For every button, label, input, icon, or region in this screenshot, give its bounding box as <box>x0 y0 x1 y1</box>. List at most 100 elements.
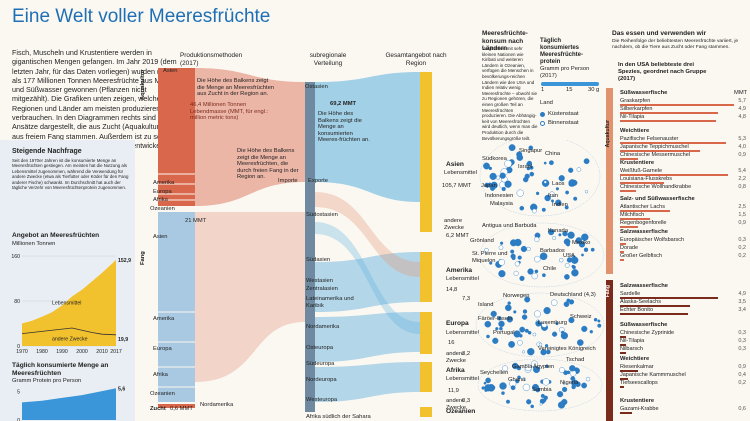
legend-tick-2: 30 g <box>588 87 600 93</box>
legend-tick-0: 1 <box>541 87 545 93</box>
chart1-y-tick: 0 <box>17 344 20 350</box>
ranking-group-heading: Süßwasserfische <box>620 90 668 96</box>
region-afrika-food-val: 11,9 <box>448 388 459 394</box>
country-bubble <box>519 275 525 282</box>
col-head-produktion: Produktionsmethoden (2017) <box>180 52 243 67</box>
country-bubble <box>542 273 546 278</box>
sub-4: Lateinamerika und Karibik <box>306 296 354 309</box>
country-asia-5: Laos <box>552 181 565 187</box>
country-bubble <box>593 317 598 322</box>
ranking-item-name: Echter Bonito <box>620 307 654 313</box>
country-bubble <box>484 182 490 188</box>
ranking-item-value: 0,6 <box>738 406 746 412</box>
flow-cross-1 <box>315 222 420 334</box>
ranking-item-bar <box>620 251 624 253</box>
chart1-label-food-val: 152,9 <box>118 258 131 264</box>
chart1-area-food <box>22 259 116 346</box>
bar-fang <box>158 212 195 402</box>
chart2-title: Täglich konsumierte Menge an Meeresfrüch… <box>12 362 109 377</box>
ranking-item-value: 5,3 <box>738 136 746 142</box>
ranking-item-bar <box>620 297 718 299</box>
country-bubble <box>549 191 555 198</box>
sub-9: Westeuropa <box>306 397 338 403</box>
country-bubble <box>583 247 589 253</box>
ranking-side-fang: Fang <box>605 285 611 298</box>
ranking-item: Milchfisch 1,5 <box>620 212 746 220</box>
legend-inland-swatch <box>540 121 545 126</box>
ranking-item: Sardelle 4,9 <box>620 291 746 299</box>
label-zucht: Zucht <box>150 406 166 412</box>
ranking-item-name: Gazami-Krabbe <box>620 406 659 412</box>
country-bubble <box>545 349 551 355</box>
ranking-item: Nil-Tilapia 4,8 <box>620 114 746 122</box>
country-bubble <box>498 245 504 250</box>
country-bubble <box>571 264 575 268</box>
region-afrika: Afrika <box>446 367 465 374</box>
country-bubble <box>589 329 594 334</box>
country-bubble <box>575 381 581 387</box>
country-bubble <box>534 236 540 243</box>
region-afrika-other: andere Zwecke <box>446 398 466 411</box>
country-bubble <box>545 364 549 369</box>
country-bubble <box>492 337 499 344</box>
country-bubble <box>532 332 537 337</box>
ranking-item-bar <box>620 158 638 160</box>
country-af-1: Seychellen <box>480 370 509 376</box>
sub-ostasien-val: 69,2 MMT <box>330 101 357 107</box>
demand-heading: Steigende Nachfrage <box>12 148 82 155</box>
country-bubble <box>526 246 531 252</box>
country-bubble <box>517 339 523 346</box>
ranking-item-value: 4,9 <box>738 106 746 112</box>
country-bubble <box>534 310 541 318</box>
country-bubble <box>499 172 506 179</box>
country-bubble <box>571 269 579 277</box>
country-bubble <box>522 309 528 314</box>
flow-asia-aqua <box>195 68 305 206</box>
region-europa-food-val: 16 <box>448 340 455 346</box>
country-bubble <box>568 167 574 173</box>
chart1-x-tick: 1980 <box>36 349 48 355</box>
chart2-area <box>22 388 116 420</box>
sub-6: Osteuropa <box>306 345 334 351</box>
ranking-item-value: 0,3 <box>738 346 746 352</box>
country-bubble <box>524 328 529 333</box>
country-am-2: Kanada <box>548 228 568 234</box>
country-bubble <box>523 176 529 183</box>
country-bubble <box>555 322 559 326</box>
country-bubble <box>510 385 516 391</box>
ranking-item: Silberkarpfen 4,9 <box>620 106 746 114</box>
country-bubble <box>484 388 488 392</box>
country-bubble <box>581 382 588 389</box>
ranking-item-name: Chinesische Messermuschel <box>620 152 690 158</box>
country-bubble <box>497 316 502 321</box>
country-bubble <box>561 386 568 393</box>
country-bubble <box>557 391 561 396</box>
ranking-item: Echter Bonito 3,4 <box>620 307 746 315</box>
country-bubble <box>565 190 570 195</box>
country-asia-2: China <box>545 151 561 157</box>
country-bubble <box>486 334 490 339</box>
country-asia-6: Indonesien <box>485 193 514 199</box>
ranking-item-name: Silberkarpfen <box>620 106 653 112</box>
left-region-7: Europa <box>153 346 172 352</box>
note3: Die Höhe des Balkens zeigt die Menge an … <box>318 111 370 144</box>
country-bubble <box>483 162 490 170</box>
ranking-group-heading: Salzwasserfische <box>620 283 669 289</box>
country-bubble <box>515 379 520 384</box>
country-eu-3: Färöer-Inseln <box>478 316 513 322</box>
country-bubble <box>508 144 516 151</box>
ranking-item-bar <box>620 142 726 144</box>
country-bubble <box>561 398 568 406</box>
chart1-label-food: Lebensmittel <box>52 300 81 306</box>
country-bubble <box>533 366 541 374</box>
ranking-item-bar <box>620 150 700 152</box>
country-bubble <box>566 257 573 263</box>
ranking-item-bar <box>620 104 734 106</box>
ranking-item: Nil-Tilapia 0,3 <box>620 338 746 346</box>
chart1-label-other: andere Zwecke <box>52 336 88 342</box>
sankey-diagram <box>158 68 432 417</box>
ranking-side-fang-bar <box>606 280 613 421</box>
ranking-item-value: 0,9 <box>738 364 746 370</box>
country-bubble <box>581 253 584 257</box>
label-importe: Importe <box>278 178 298 184</box>
